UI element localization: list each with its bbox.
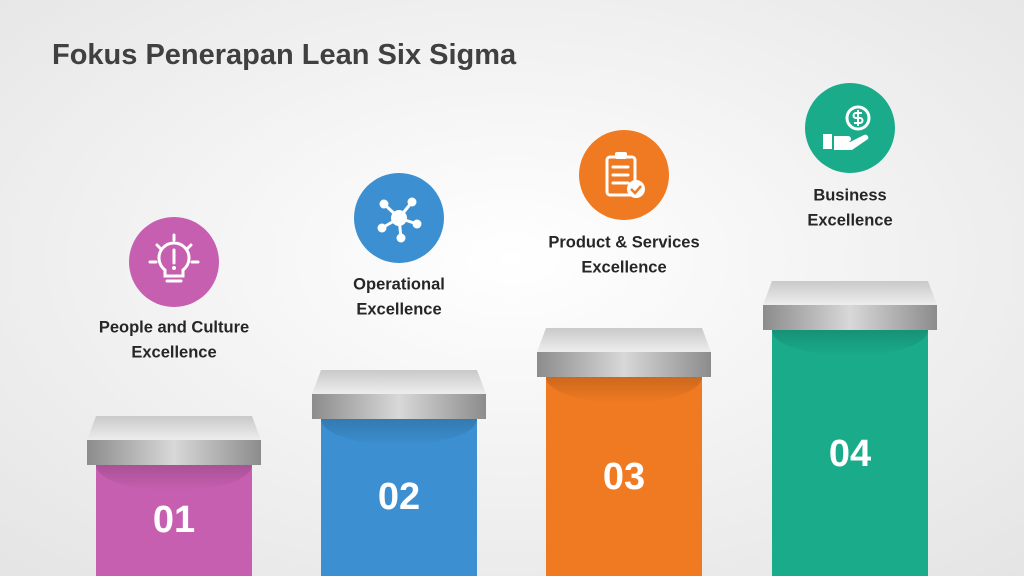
slide-title: Fokus Penerapan Lean Six Sigma bbox=[52, 39, 517, 71]
step-label: Excellence bbox=[581, 258, 666, 276]
icon-node bbox=[379, 199, 389, 209]
icon-coin bbox=[845, 105, 871, 131]
icon-node bbox=[407, 197, 417, 207]
step-number: 03 bbox=[603, 456, 645, 498]
icon-node bbox=[377, 223, 387, 233]
cap-front bbox=[537, 352, 711, 377]
step: 04 Business Excellence bbox=[763, 83, 937, 576]
step-number: 01 bbox=[153, 499, 195, 541]
step-label: People and Culture bbox=[99, 318, 249, 336]
cap-front bbox=[763, 305, 937, 330]
cap-front bbox=[312, 394, 486, 419]
step-label: Excellence bbox=[807, 211, 892, 229]
icon-node bbox=[396, 233, 406, 243]
icon-dot bbox=[172, 266, 176, 270]
cap-top bbox=[312, 370, 486, 394]
step: 01 People and Culture Excellence bbox=[87, 217, 261, 576]
cap-top bbox=[763, 281, 937, 305]
step-label: Excellence bbox=[131, 343, 216, 361]
icon-bulb bbox=[157, 241, 191, 278]
cap-front bbox=[87, 440, 261, 465]
step: 02 Operational Excellence bbox=[312, 173, 486, 576]
step-label: Excellence bbox=[356, 300, 441, 318]
step-number: 02 bbox=[378, 476, 420, 518]
icon-ray bbox=[185, 243, 193, 251]
icon-check-bg bbox=[627, 180, 645, 198]
icon-circle bbox=[805, 83, 895, 173]
icon-node bbox=[412, 219, 422, 229]
step-number: 04 bbox=[829, 433, 871, 475]
pillar bbox=[546, 377, 702, 576]
icon-hand bbox=[834, 134, 869, 150]
step: 03 Product & Services Excellence bbox=[537, 130, 711, 576]
pillar bbox=[321, 419, 477, 576]
step-label: Business bbox=[813, 186, 886, 204]
icon-check bbox=[630, 185, 642, 195]
cap-top bbox=[87, 416, 261, 440]
cap-top bbox=[537, 328, 711, 352]
icon-cuff bbox=[823, 134, 832, 149]
icon-hub bbox=[391, 210, 407, 226]
icon-ray bbox=[155, 243, 163, 251]
icon-dollar bbox=[852, 110, 864, 126]
step-label: Product & Services bbox=[548, 233, 699, 251]
icon-clip bbox=[615, 152, 627, 159]
step-label: Operational bbox=[353, 275, 445, 293]
pillar bbox=[772, 330, 928, 576]
